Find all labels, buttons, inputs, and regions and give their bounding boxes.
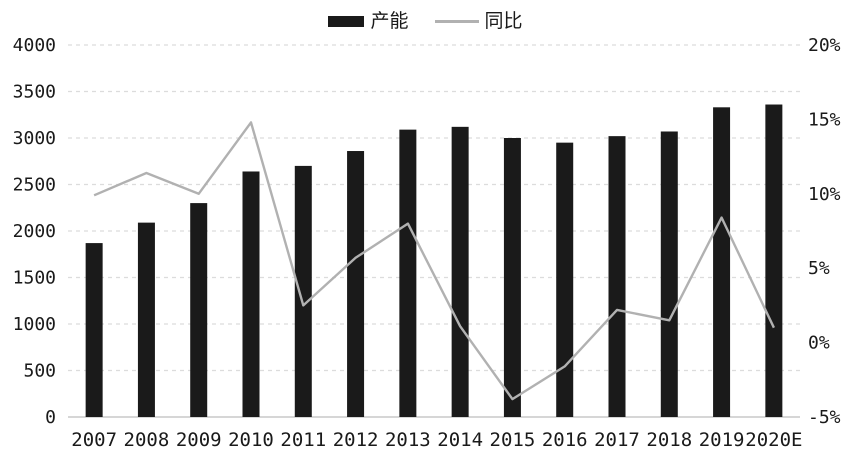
legend-item-capacity: 产能 [328,9,409,32]
capacity-bar [713,107,731,417]
x-axis-tick-label: 2020E [745,429,802,451]
legend-item-yoy: 同比 [434,9,523,32]
x-axis-tick-label: 2011 [280,429,326,451]
x-axis-tick-label: 2013 [385,429,431,451]
right-axis-tick-label: 15% [808,109,841,130]
capacity-bar [765,104,783,418]
left-axis-tick-label: 3500 [13,82,56,103]
yoy-line-swatch-icon [434,19,479,23]
capacity-bar [660,131,678,418]
right-axis-tick-label: 10% [808,184,841,205]
capacity-bar [556,142,574,417]
capacity-bar-swatch-icon [328,15,365,27]
left-axis-tick-label: 1500 [13,268,56,289]
left-axis-tick-label: 1000 [13,314,56,335]
capacity-bar [242,171,260,417]
x-axis-tick-label: 2007 [71,429,117,451]
x-axis-tick-label: 2018 [646,429,692,451]
capacity-bar [399,129,417,417]
x-axis-tick-label: 2017 [594,429,640,451]
x-axis-tick-label: 2012 [333,429,379,451]
capacity-bar [608,136,626,417]
x-axis-tick-label: 2019 [699,429,745,451]
x-axis-tick-label: 2015 [490,429,536,451]
right-axis-tick-label: -5% [808,407,841,428]
left-axis-tick-label: 500 [23,361,56,382]
capacity-bar [85,243,103,417]
x-axis-tick-label: 2016 [542,429,588,451]
capacity-bar [137,222,155,417]
capacity-bar [190,203,208,417]
chart-legend: 产能 同比 [0,8,851,34]
right-axis-tick-label: 0% [808,333,830,354]
x-axis-tick-label: 2014 [437,429,483,451]
x-axis-tick-label: 2009 [176,429,222,451]
right-axis-tick-label: 20% [808,35,841,56]
left-axis-tick-label: 4000 [13,35,56,56]
left-axis-tick-label: 0 [45,407,56,428]
capacity-bar [503,138,521,417]
left-axis-tick-label: 2500 [13,175,56,196]
legend-label-capacity: 产能 [370,9,409,32]
right-axis-tick-label: 5% [808,258,830,279]
left-axis-tick-label: 2000 [13,221,56,242]
capacity-bar [451,126,469,417]
yoy-line [93,121,775,401]
capacity-bar [294,165,312,417]
x-axis-tick-label: 2008 [124,429,170,451]
capacity-bar [347,151,365,417]
left-axis-tick-label: 3000 [13,128,56,149]
x-axis-tick-label: 2010 [228,429,274,451]
legend-label-yoy: 同比 [484,9,523,32]
